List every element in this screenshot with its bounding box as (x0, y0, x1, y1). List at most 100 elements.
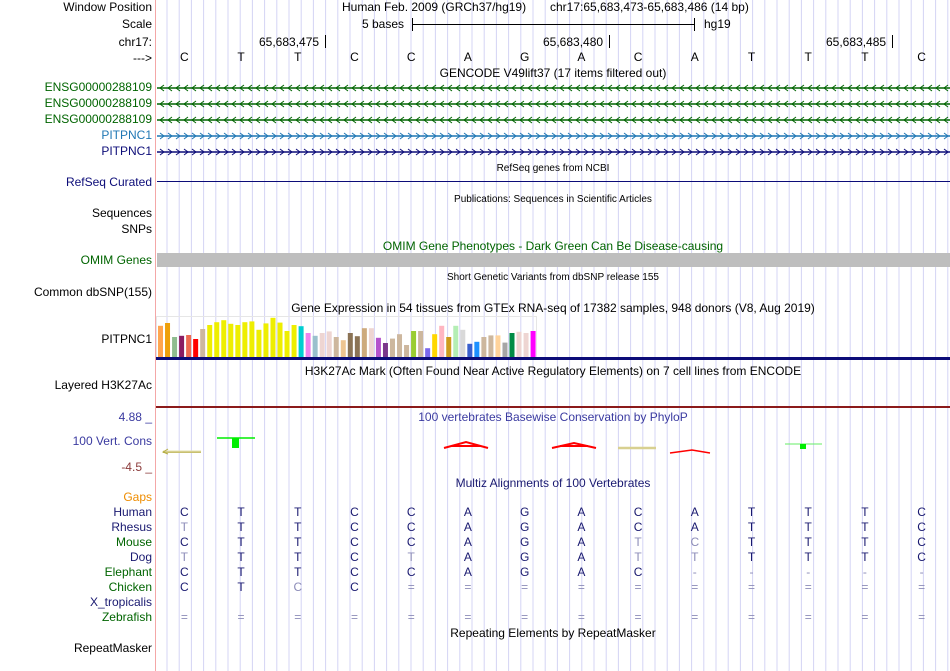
phylop-track-title[interactable]: 100 vertebrates Basewise Conservation by… (418, 410, 688, 424)
gtex-tissue-bar[interactable] (404, 345, 410, 357)
gencode-track-title[interactable]: GENCODE V49lift37 (17 items filtered out… (439, 66, 667, 80)
species-label[interactable]: Dog (129, 550, 152, 564)
strand-label[interactable]: ---> (133, 51, 152, 65)
strand-arrow (447, 148, 453, 156)
h3k27ac-track-title[interactable]: H3K27Ac Mark (Often Found Near Active Re… (304, 364, 802, 378)
gtex-tissue-bar[interactable] (347, 333, 353, 357)
gtex-tissue-bar[interactable] (186, 335, 192, 357)
gtex-tissue-bar[interactable] (221, 320, 227, 357)
repeatmasker-label[interactable]: RepeatMasker (73, 641, 152, 655)
gtex-tissue-bar[interactable] (305, 333, 311, 357)
gtex-tissue-bar[interactable] (298, 326, 304, 357)
gtex-tissue-bar[interactable] (165, 323, 171, 357)
gtex-tissue-bar[interactable] (249, 321, 255, 357)
strand-arrow (711, 116, 717, 124)
strand-arrow (911, 116, 917, 124)
gtex-tissue-bar[interactable] (474, 341, 480, 357)
gtex-tissue-bar[interactable] (467, 343, 473, 357)
gtex-tissue-bar[interactable] (502, 342, 508, 357)
gtex-tissue-bar[interactable] (354, 336, 360, 357)
species-label[interactable]: Chicken (108, 580, 152, 594)
refseq-gene-line[interactable] (157, 181, 950, 182)
gtex-tissue-bar[interactable] (193, 339, 199, 357)
gtex-tissue-bar[interactable] (284, 331, 290, 357)
gtex-tissue-bar[interactable] (326, 331, 332, 357)
omim-gene-bar[interactable] (157, 253, 950, 267)
gtex-tissue-bar[interactable] (172, 337, 178, 357)
gtex-tissue-bar[interactable] (235, 325, 241, 357)
gtex-tissue-bar[interactable] (333, 337, 339, 357)
refseq-track-title[interactable]: RefSeq genes from NCBI (496, 163, 610, 174)
gtex-tissue-bar[interactable] (418, 331, 424, 357)
gtex-tissue-bar[interactable] (270, 317, 276, 357)
species-label[interactable]: Rhesus (111, 520, 152, 534)
species-label[interactable]: X_tropicalis (89, 595, 152, 609)
h3k27ac-label[interactable]: Layered H3K27Ac (54, 378, 152, 392)
gtex-tissue-bar[interactable] (179, 335, 185, 357)
publications-track-title[interactable]: Publications: Sequences in Scientific Ar… (454, 194, 652, 205)
gencode-item-label[interactable]: ENSG00000288109 (44, 80, 152, 94)
gencode-item-label[interactable]: ENSG00000288109 (44, 96, 152, 110)
gtex-tissue-bar[interactable] (158, 325, 163, 357)
gene-model-plus-strand[interactable] (157, 131, 950, 141)
phylop-plot[interactable] (156, 430, 950, 460)
gtex-tissue-bar[interactable] (242, 322, 248, 357)
gtex-tissue-bar[interactable] (375, 337, 381, 357)
gtex-tissue-bar[interactable] (319, 333, 325, 357)
gtex-tissue-bar[interactable] (481, 337, 487, 357)
gtex-tissue-bar[interactable] (207, 325, 213, 357)
gtex-track-title[interactable]: Gene Expression in 54 tissues from GTEx … (291, 301, 815, 315)
publications-sequences-label[interactable]: Sequences (91, 206, 152, 220)
gtex-tissue-bar[interactable] (256, 329, 262, 357)
gene-model-minus-strand[interactable] (157, 115, 950, 125)
repeatmasker-track-title[interactable]: Repeating Elements by RepeatMasker (450, 626, 656, 640)
gene-model-minus-strand[interactable] (157, 99, 950, 109)
gencode-item-label[interactable]: ENSG00000288109 (44, 112, 152, 126)
dbsnp-track-title[interactable]: Short Genetic Variants from dbSNP releas… (447, 272, 659, 283)
gtex-tissue-bar[interactable] (432, 334, 438, 357)
gtex-tissue-bar[interactable] (509, 333, 515, 357)
gtex-tissue-bar[interactable] (397, 334, 403, 357)
gtex-tissue-bar[interactable] (277, 322, 283, 357)
gencode-item-label[interactable]: PITPNC1 (101, 128, 152, 142)
gtex-tissue-bar[interactable] (340, 340, 346, 357)
gtex-bar-chart[interactable] (157, 316, 537, 358)
species-label[interactable]: Mouse (115, 535, 152, 549)
gtex-tissue-bar[interactable] (439, 325, 445, 357)
gtex-tissue-bar[interactable] (291, 325, 297, 357)
omim-track-title[interactable]: OMIM Gene Phenotypes - Dark Green Can Be… (382, 239, 724, 253)
gtex-tissue-bar[interactable] (312, 335, 318, 357)
species-label[interactable]: Human (113, 505, 152, 519)
gtex-tissue-bar[interactable] (523, 333, 529, 357)
dbsnp-label[interactable]: Common dbSNP(155) (33, 285, 152, 299)
gtex-tissue-bar[interactable] (382, 343, 388, 357)
refseq-label[interactable]: RefSeq Curated (65, 175, 152, 189)
gtex-tissue-bar[interactable] (200, 329, 206, 357)
gtex-tissue-bar[interactable] (530, 331, 536, 357)
gene-model-minus-strand[interactable] (157, 83, 950, 93)
species-label[interactable]: Elephant (104, 565, 152, 579)
gtex-tissue-bar[interactable] (214, 322, 220, 357)
gtex-tissue-bar[interactable] (516, 331, 522, 357)
species-label[interactable]: Zebrafish (101, 610, 152, 624)
gtex-tissue-bar[interactable] (361, 328, 367, 357)
phylop-label[interactable]: 100 Vert. Cons (72, 434, 152, 448)
gtex-tissue-bar[interactable] (228, 323, 234, 357)
gtex-gene-label[interactable]: PITPNC1 (101, 332, 152, 346)
publications-snps-label[interactable]: SNPs (121, 222, 152, 236)
gtex-tissue-bar[interactable] (411, 331, 417, 357)
gtex-tissue-bar[interactable] (488, 335, 494, 357)
omim-label[interactable]: OMIM Genes (80, 253, 152, 267)
gtex-tissue-bar[interactable] (495, 335, 501, 357)
gtex-tissue-bar[interactable] (425, 348, 431, 357)
gtex-tissue-bar[interactable] (263, 323, 269, 357)
gtex-tissue-bar[interactable] (368, 328, 374, 357)
gencode-item-label[interactable]: PITPNC1 (101, 144, 152, 158)
gtex-tissue-bar[interactable] (446, 337, 452, 357)
gtex-tissue-bar[interactable] (453, 325, 459, 357)
strand-arrow (375, 132, 381, 140)
multiz-track-title[interactable]: Multiz Alignments of 100 Vertebrates (455, 476, 651, 490)
gtex-tissue-bar[interactable] (389, 338, 395, 357)
gene-model-plus-strand[interactable] (157, 147, 950, 157)
gtex-tissue-bar[interactable] (460, 329, 466, 357)
